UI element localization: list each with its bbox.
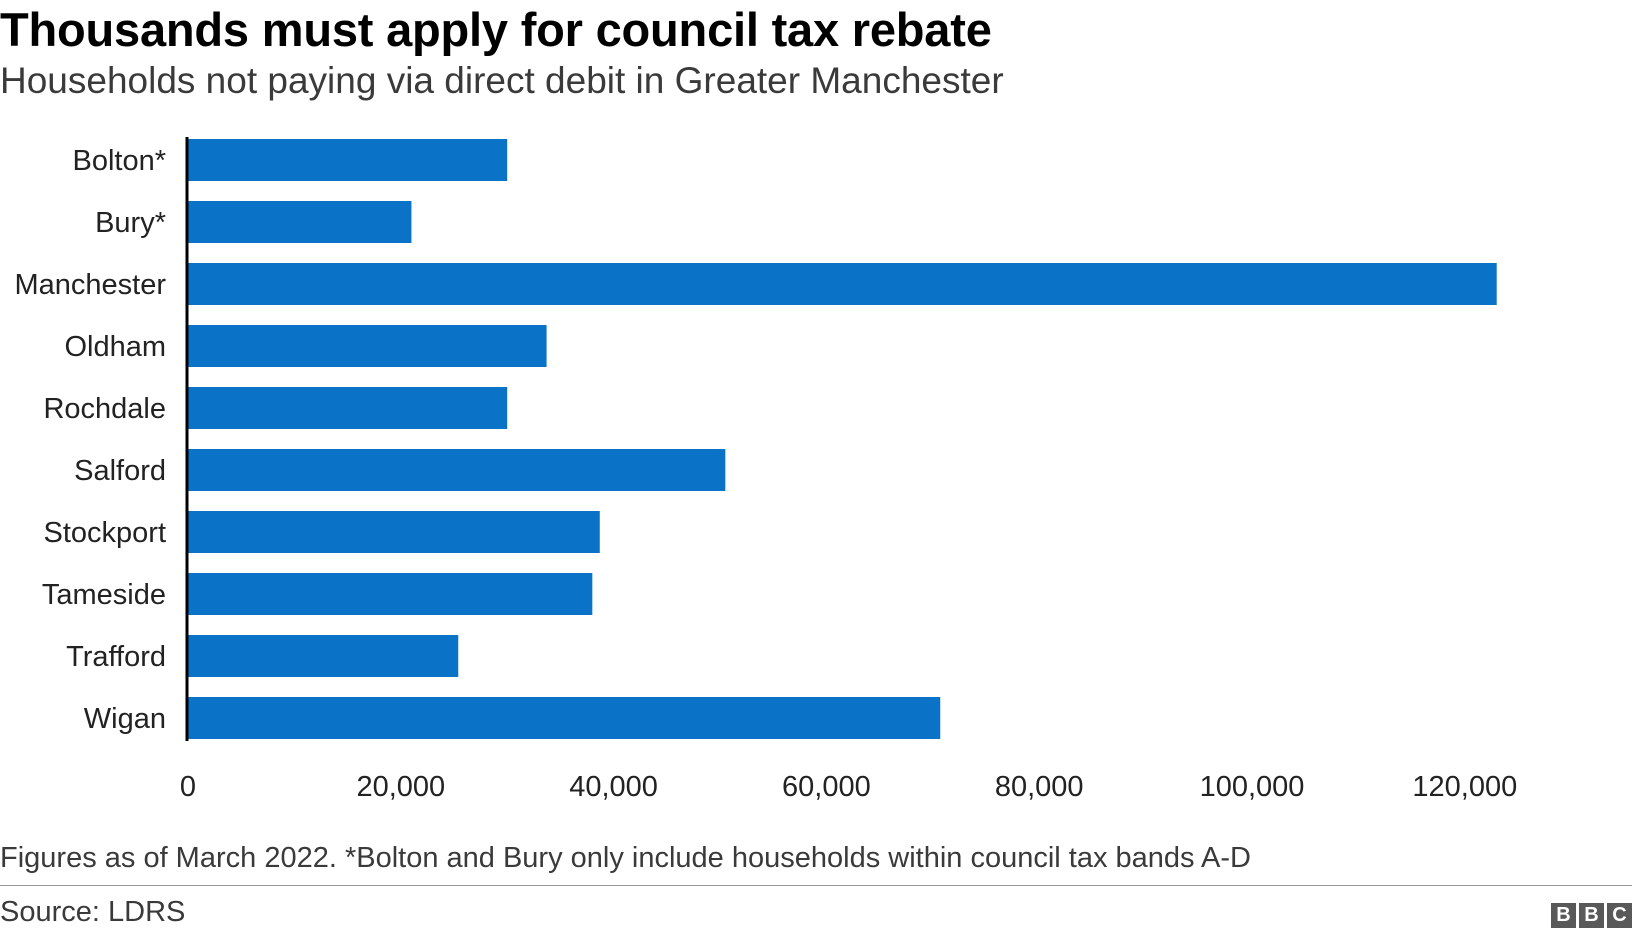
bar bbox=[188, 697, 941, 739]
bar bbox=[188, 201, 412, 243]
bar-chart: Bolton* Bury* Manchester Oldham Rochdale Salf… bbox=[14, 137, 1517, 800]
category-label: Wigan bbox=[84, 703, 166, 735]
bar bbox=[188, 387, 508, 429]
bar bbox=[188, 449, 726, 491]
bar bbox=[188, 573, 593, 615]
source-text: Source: LDRS bbox=[0, 896, 186, 928]
bar bbox=[188, 263, 1497, 305]
footer-divider bbox=[0, 885, 1632, 886]
x-tick-label: 0 bbox=[180, 771, 196, 800]
category-label: Tameside bbox=[42, 579, 166, 611]
category-label: Trafford bbox=[66, 641, 166, 673]
category-label: Rochdale bbox=[43, 393, 166, 425]
category-label: Bury* bbox=[95, 207, 166, 239]
category-label: Manchester bbox=[14, 269, 166, 301]
bbc-logo-letter: B bbox=[1551, 903, 1576, 928]
x-tick-label: 60,000 bbox=[782, 771, 871, 800]
bbc-logo-letter: C bbox=[1607, 903, 1632, 928]
chart-title: Thousands must apply for council tax reb… bbox=[0, 3, 992, 56]
bbc-logo: B B C bbox=[1551, 903, 1632, 928]
x-tick-label: 20,000 bbox=[356, 771, 445, 800]
bar bbox=[188, 139, 508, 181]
category-label: Salford bbox=[74, 455, 166, 487]
category-label: Stockport bbox=[44, 517, 167, 549]
category-label: Oldham bbox=[64, 331, 166, 363]
bar bbox=[188, 511, 600, 553]
bbc-logo-letter: B bbox=[1579, 903, 1604, 928]
category-label: Bolton* bbox=[72, 145, 166, 177]
x-tick-label: 80,000 bbox=[995, 771, 1084, 800]
chart-subtitle: Households not paying via direct debit i… bbox=[0, 60, 1004, 101]
x-tick-label: 100,000 bbox=[1200, 771, 1305, 800]
bar bbox=[188, 635, 459, 677]
x-tick-label: 120,000 bbox=[1412, 771, 1517, 800]
bar bbox=[188, 325, 547, 367]
x-tick-label: 40,000 bbox=[569, 771, 658, 800]
chart-footnote: Figures as of March 2022. *Bolton and Bu… bbox=[0, 842, 1251, 874]
